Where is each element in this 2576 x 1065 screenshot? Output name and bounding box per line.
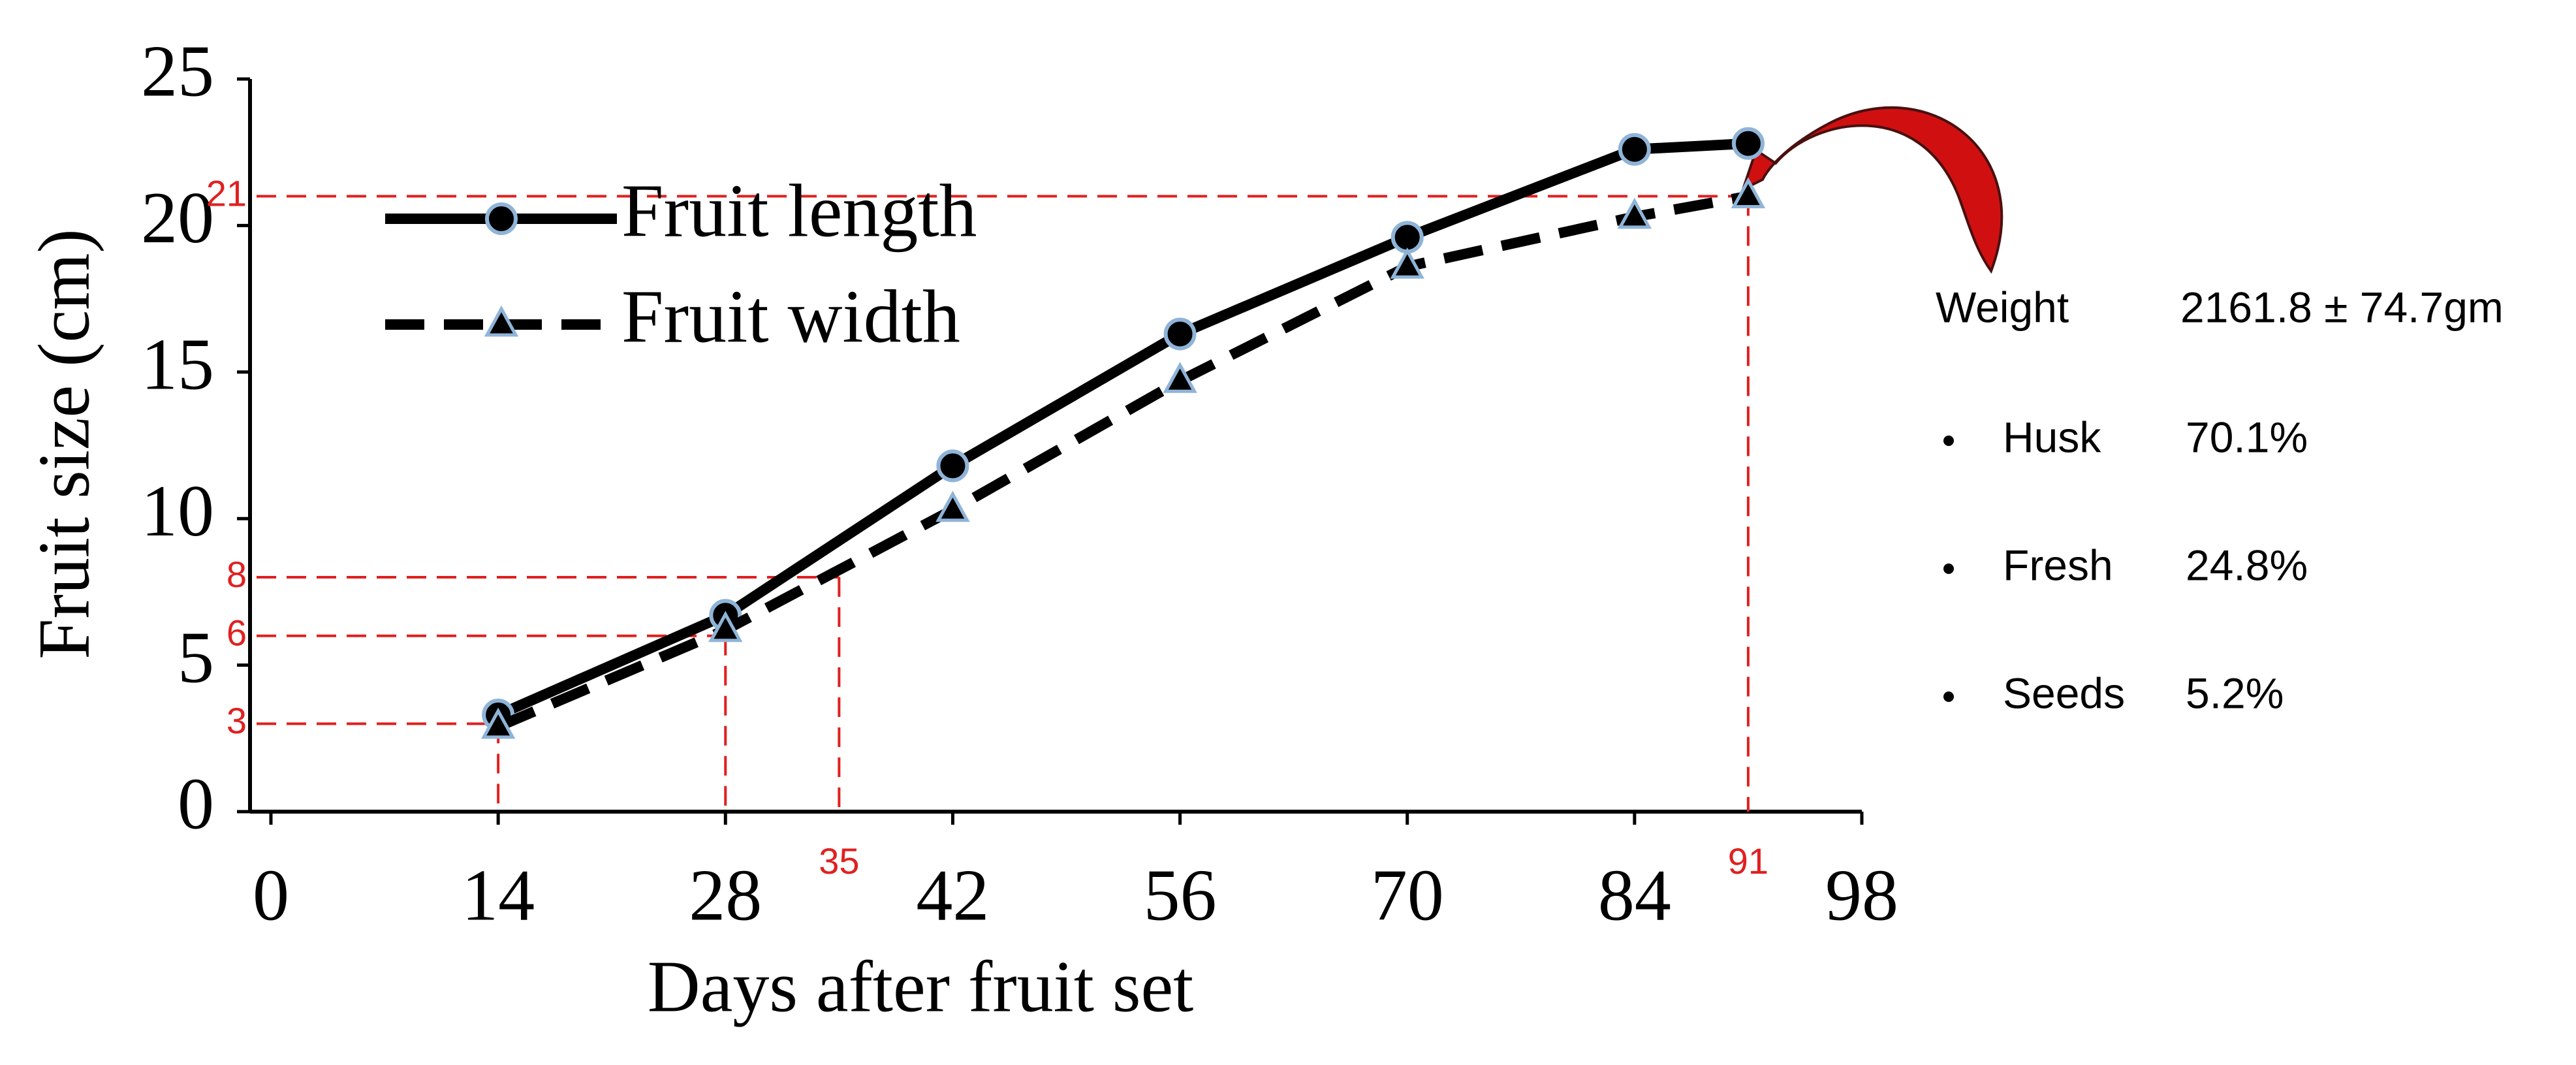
item-name: Fresh	[2003, 541, 2113, 589]
callout-arrow	[1740, 106, 2003, 274]
guide-y-label: 21	[206, 172, 247, 214]
point	[1731, 177, 1766, 209]
point	[480, 707, 516, 739]
point	[1618, 133, 1651, 166]
point	[1390, 221, 1424, 254]
point	[1731, 127, 1765, 160]
point	[1163, 362, 1197, 393]
point	[1163, 317, 1197, 351]
y-tick-label: 20	[141, 178, 214, 259]
guide-x-label: 35	[819, 840, 859, 882]
point	[1390, 247, 1424, 279]
item-name: Husk	[2003, 413, 2101, 461]
legend-label: Fruit length	[621, 170, 977, 253]
x-tick-label: 28	[689, 855, 762, 936]
x-tick-label: 70	[1371, 855, 1444, 936]
legend-label: Fruit width	[621, 276, 960, 359]
x-tick-label: 84	[1598, 855, 1671, 936]
point	[1617, 197, 1652, 229]
point	[935, 490, 970, 522]
y-tick-label: 0	[178, 764, 214, 845]
bullet	[1943, 436, 1954, 446]
guide-y-label: 6	[227, 612, 247, 654]
x-tick-label: 98	[1825, 855, 1898, 936]
weight-label: Weight	[1936, 283, 2069, 331]
item-value: 24.8%	[2186, 541, 2308, 589]
y-tick-label: 5	[178, 617, 214, 698]
y-axis-title: Fruit size (cm)	[24, 229, 105, 659]
guide-y-label: 8	[227, 554, 247, 595]
x-tick-label: 14	[462, 855, 535, 936]
legend-marker	[485, 202, 518, 235]
legend-marker	[484, 305, 519, 337]
x-axis-title: Days after fruit set	[648, 947, 1194, 1028]
bullet	[1943, 691, 1954, 702]
x-tick-label: 56	[1144, 855, 1217, 936]
item-value: 70.1%	[2186, 413, 2308, 461]
x-tick-label: 0	[253, 855, 289, 936]
item-value: 5.2%	[2186, 669, 2284, 717]
x-tick-label: 42	[916, 855, 989, 936]
point	[708, 611, 743, 643]
point	[936, 449, 969, 483]
y-tick-label: 15	[141, 325, 214, 405]
y-tick-label: 25	[141, 31, 214, 112]
weight-value: 2161.8 ± 74.7gm	[2180, 283, 2504, 331]
y-tick-label: 10	[141, 471, 214, 552]
item-name: Seeds	[2003, 669, 2125, 717]
guide-y-label: 3	[227, 700, 247, 741]
bullet	[1943, 564, 1954, 574]
guide-x-label: 91	[1728, 840, 1768, 882]
